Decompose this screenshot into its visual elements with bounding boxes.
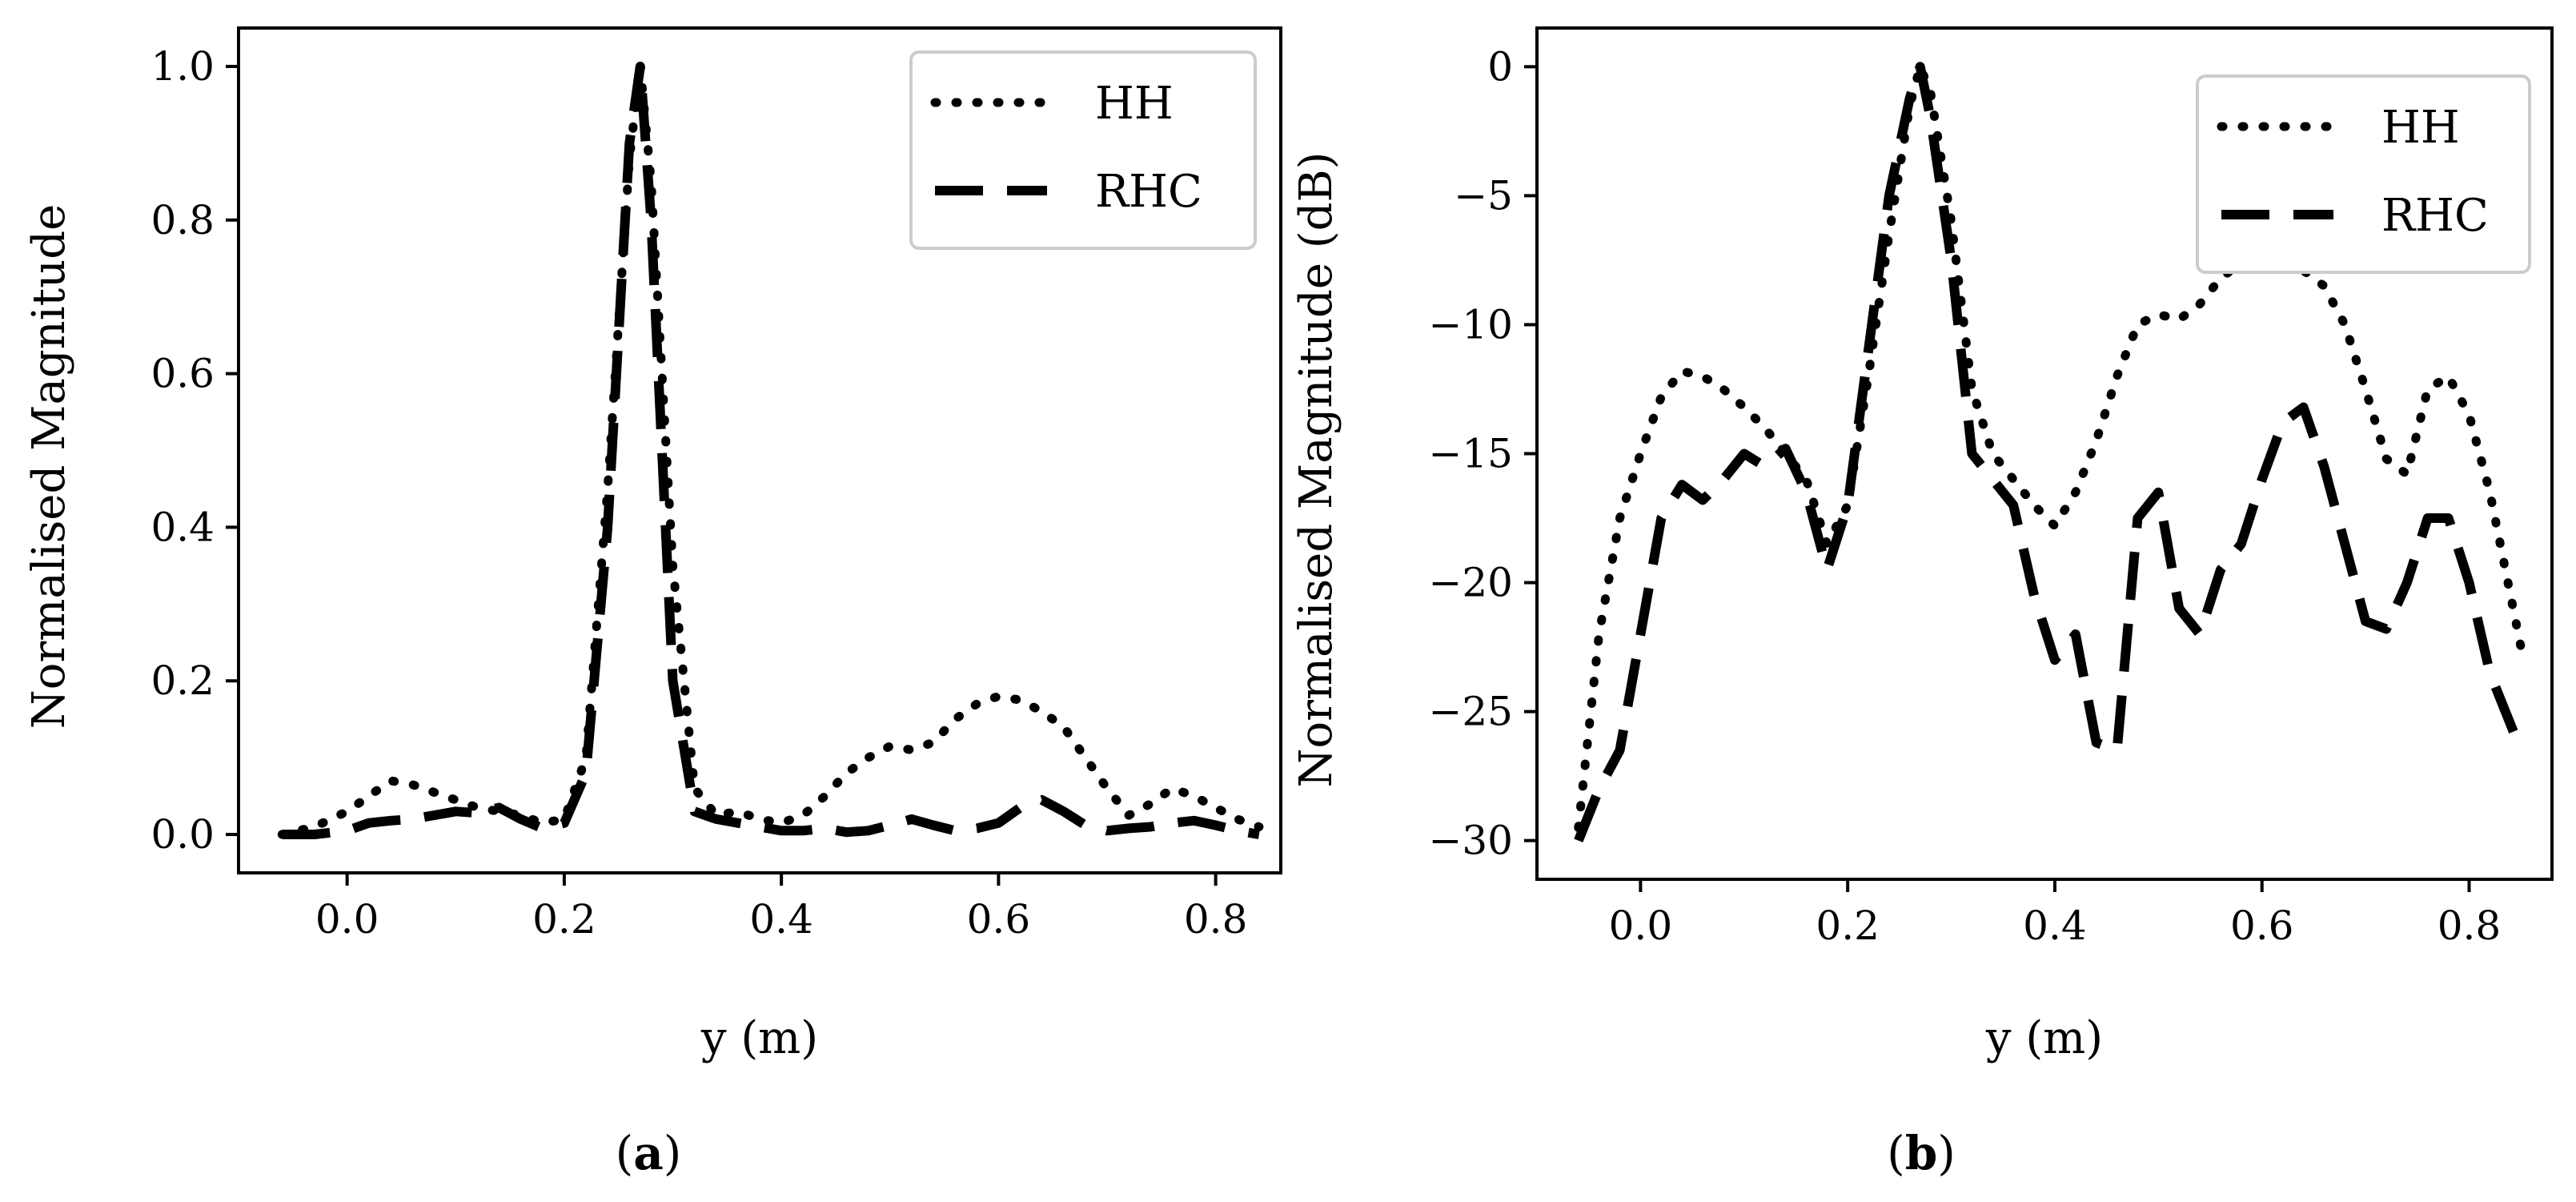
y-tick-label: 0.0 [150,811,215,858]
y-tick-label: −30 [1428,818,1513,864]
chart-panel-b: 0.0 0.2 0.4 0.6 0.8 0 −5 −10 −15 −20 −25 −30 y (m) No… [1290,26,2554,1180]
legend-label-rhc: RHC [1095,166,1202,218]
x-tick-label: 0.0 [1609,903,1673,949]
x-tick-label: 0.4 [749,896,813,943]
caption-close-paren: ) [664,1126,682,1180]
x-tick-label: 0.4 [2023,903,2087,949]
y-tick-label: −20 [1428,560,1513,606]
x-tick-label: 0.0 [315,896,379,943]
legend-label-rhc: RHC [2381,190,2489,242]
caption-letter: a [633,1126,664,1180]
x-tick-label: 0.2 [532,896,596,943]
y-tick-label: 0.4 [150,504,215,550]
y-tick-label: −15 [1428,431,1513,477]
y-tick-label: 0.8 [150,197,215,243]
x-tick-label: 0.8 [2438,903,2502,949]
y-tick-label: −10 [1428,301,1513,348]
caption-open-paren: ( [1887,1126,1905,1180]
y-tick-label: −25 [1428,689,1513,735]
legend-box [2196,74,2531,274]
x-tick-label: 0.2 [1816,903,1880,949]
y-tick-label: 1.0 [150,43,215,90]
caption-open-paren: ( [616,1126,634,1180]
series-line-rhc [282,62,1260,839]
legend: HH RHC [2196,74,2531,274]
y-tick-label: 0.6 [150,351,215,397]
y-tick-label: 0.2 [150,657,215,704]
legend-box [909,50,1257,250]
y-tick-label: 0 [1487,43,1513,90]
caption-letter: b [1905,1126,1938,1180]
caption-close-paren: ) [1937,1126,1956,1180]
x-tick-label: 0.6 [2230,903,2294,949]
series-line-hh [277,62,1264,839]
y-tick-label: −5 [1454,172,1513,219]
x-tick-label: 0.6 [967,896,1031,943]
legend: HH RHC [909,50,1257,250]
legend-label-hh: HH [1095,78,1174,130]
chart-panel-a: 0.0 0.2 0.4 0.6 0.8 0.0 0.2 0.4 0.6 0.8 1.0 y (m) No… [23,26,1282,1180]
panel-caption: (a) [616,1126,682,1180]
series-line-rhc [1574,62,2526,842]
x-axis-label: y (m) [1985,1012,2103,1064]
x-axis-label: y (m) [700,1012,818,1064]
plot-frame [237,26,1282,874]
x-tick-label: 0.8 [1184,896,1248,943]
y-axis-label: Normalised Magnitude (dB) [1290,152,1342,788]
y-axis-label: Normalised Magnitude [23,204,75,729]
legend-label-hh: HH [2381,102,2460,154]
series-line-hh [1574,62,2526,833]
panel-caption: (b) [1887,1126,1956,1180]
